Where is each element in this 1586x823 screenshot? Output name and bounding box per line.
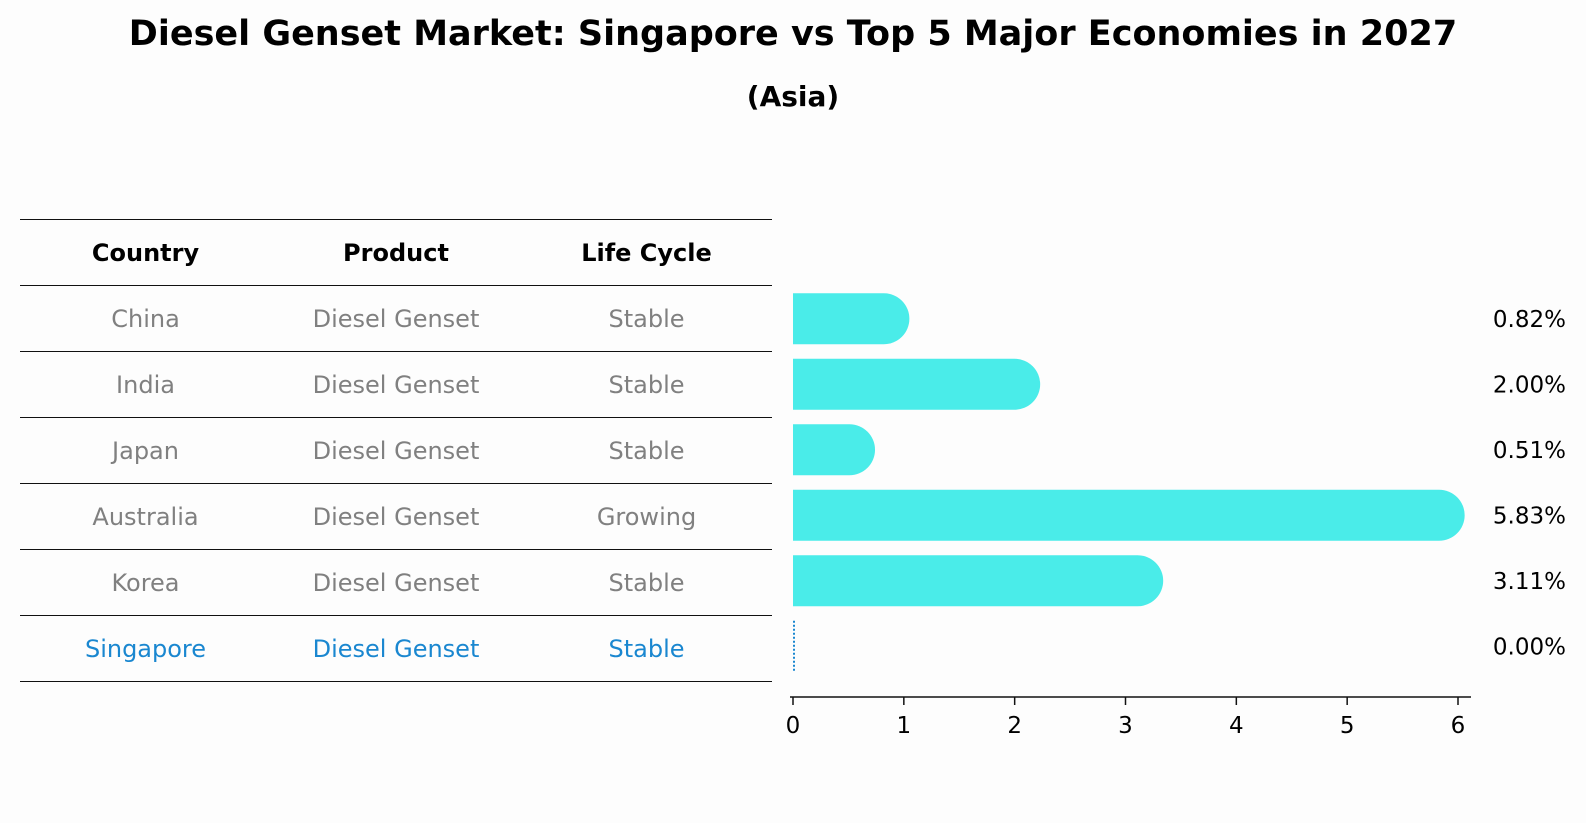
market-table: Country Product Life Cycle China Diesel … xyxy=(20,219,772,682)
table-row: Korea Diesel Genset Stable xyxy=(20,550,772,616)
country-cell: Singapore xyxy=(84,634,207,663)
header-life-cycle: Life Cycle xyxy=(581,238,712,267)
life-cycle-cell: Stable xyxy=(608,304,685,333)
country-cell: China xyxy=(111,304,180,333)
product-cell: Diesel Genset xyxy=(312,304,480,333)
table-row-highlighted: Singapore Diesel Genset Stable xyxy=(20,616,772,682)
table-row: India Diesel Genset Stable xyxy=(20,352,772,418)
x-tick-label: 3 xyxy=(1118,713,1133,739)
life-cycle-cell: Stable xyxy=(608,370,685,399)
product-cell: Diesel Genset xyxy=(312,370,480,399)
life-cycle-cell: Stable xyxy=(608,568,685,597)
bar xyxy=(793,358,1041,410)
data-label: 0.82% xyxy=(1493,307,1566,333)
life-cycle-cell: Stable xyxy=(608,436,685,465)
table-header-row: Country Product Life Cycle xyxy=(20,219,772,286)
x-tick-label: 0 xyxy=(786,713,801,739)
table-row: Australia Diesel Genset Growing xyxy=(20,484,772,550)
data-label: 5.83% xyxy=(1493,503,1566,529)
product-cell: Diesel Genset xyxy=(312,568,480,597)
bar xyxy=(793,555,1164,607)
x-tick-label: 5 xyxy=(1340,713,1355,739)
bar xyxy=(793,293,910,345)
country-cell: India xyxy=(116,370,175,399)
data-label: 2.00% xyxy=(1493,372,1566,398)
x-tick-label: 4 xyxy=(1229,713,1244,739)
life-cycle-cell: Stable xyxy=(608,634,685,663)
chart-subtitle: (Asia) xyxy=(746,80,840,113)
data-label: 0.00% xyxy=(1493,634,1566,660)
bar xyxy=(793,424,876,476)
data-label: 3.11% xyxy=(1493,569,1566,595)
life-cycle-cell: Growing xyxy=(596,502,697,531)
header-product: Product xyxy=(343,238,449,267)
country-cell: Australia xyxy=(92,502,199,531)
table-row: China Diesel Genset Stable xyxy=(20,286,772,352)
country-cell: Japan xyxy=(112,436,179,465)
data-label: 0.51% xyxy=(1493,438,1566,464)
country-cell: Korea xyxy=(111,568,180,597)
product-cell: Diesel Genset xyxy=(312,634,480,663)
bar xyxy=(793,489,1465,541)
chart-title: Diesel Genset Market: Singapore vs Top 5… xyxy=(128,14,1458,54)
header-country: Country xyxy=(91,238,200,267)
product-cell: Diesel Genset xyxy=(312,502,480,531)
x-tick-label: 6 xyxy=(1451,713,1466,739)
table-row: Japan Diesel Genset Stable xyxy=(20,418,772,484)
x-tick-label: 1 xyxy=(897,713,912,739)
x-tick-label: 2 xyxy=(1007,713,1022,739)
product-cell: Diesel Genset xyxy=(312,436,480,465)
